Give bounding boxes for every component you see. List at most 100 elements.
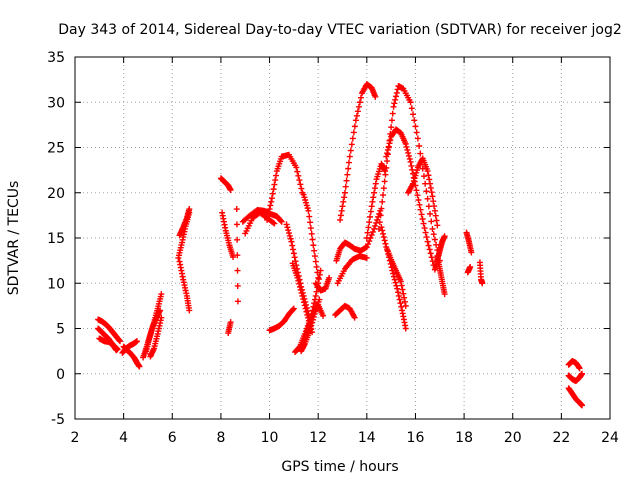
data-point — [351, 123, 358, 130]
data-point — [381, 237, 388, 244]
data-point — [468, 249, 475, 256]
data-point — [313, 263, 320, 270]
data-point — [413, 129, 420, 136]
data-point — [364, 229, 371, 236]
data-point — [371, 189, 378, 196]
data-point — [365, 224, 372, 231]
data-point — [363, 235, 370, 241]
data-point — [407, 158, 414, 165]
data-point — [432, 212, 439, 219]
data-point — [230, 254, 237, 261]
data-point — [342, 183, 349, 190]
x-tick-label: 4 — [119, 430, 128, 446]
data-point — [300, 296, 307, 303]
data-point — [283, 221, 290, 228]
series-arc-31 — [363, 160, 389, 241]
data-point — [373, 219, 380, 226]
data-point — [394, 285, 401, 292]
data-point — [380, 192, 387, 199]
data-point — [349, 135, 356, 142]
data-point — [479, 280, 486, 287]
data-point — [398, 303, 405, 310]
y-tick-label: 5 — [56, 322, 65, 338]
data-point — [382, 240, 389, 247]
data-point — [427, 250, 434, 257]
data-point — [353, 112, 360, 119]
series-arc-44 — [565, 385, 586, 409]
data-point — [377, 212, 384, 219]
series-arc-39 — [463, 229, 475, 256]
data-point — [412, 123, 419, 130]
data-point — [407, 99, 414, 106]
x-tick-label: 8 — [216, 430, 225, 446]
data-point — [423, 234, 430, 241]
data-point — [428, 254, 435, 261]
data-point — [270, 186, 277, 193]
x-tick-label: 2 — [71, 430, 80, 446]
data-point — [268, 198, 275, 205]
data-point — [312, 258, 319, 265]
data-point — [428, 218, 435, 225]
data-point — [425, 203, 432, 210]
data-point — [278, 218, 285, 225]
data-point — [369, 228, 376, 235]
data-point — [395, 292, 402, 299]
data-point — [372, 222, 379, 229]
data-point — [403, 143, 410, 150]
series-arc-38 — [434, 253, 448, 298]
series-arc-24 — [300, 191, 322, 281]
x-axis-label: GPS time / hours — [281, 459, 398, 475]
data-point — [431, 207, 438, 214]
data-point — [390, 270, 397, 277]
data-point — [427, 180, 434, 187]
data-point — [311, 300, 318, 307]
series-arc-18 — [264, 151, 306, 223]
data-point — [367, 208, 374, 215]
grid-lines — [75, 57, 610, 419]
series-arc-20 — [283, 221, 314, 327]
data-point — [227, 187, 234, 194]
data-point — [386, 254, 393, 261]
data-point — [157, 307, 164, 314]
data-point — [395, 289, 402, 296]
data-point — [576, 365, 583, 372]
data-point — [386, 140, 393, 147]
data-point — [383, 164, 390, 171]
data-point — [286, 230, 292, 237]
data-point — [354, 108, 361, 115]
data-point — [422, 229, 429, 236]
data-point — [290, 246, 297, 253]
data-point — [379, 198, 386, 205]
data-point — [116, 338, 123, 345]
data-point — [158, 314, 165, 321]
data-point — [355, 103, 362, 110]
data-point — [385, 143, 392, 150]
x-tick-label: 12 — [309, 430, 327, 446]
data-point — [408, 162, 415, 169]
data-point — [384, 158, 391, 165]
data-point — [186, 206, 193, 213]
data-point — [372, 93, 379, 100]
data-point — [298, 289, 305, 296]
data-point — [368, 203, 375, 210]
data-point — [415, 196, 422, 203]
data-point — [420, 220, 427, 227]
data-point — [295, 277, 302, 284]
data-point — [311, 253, 318, 260]
data-point — [287, 235, 294, 242]
data-point — [269, 190, 276, 197]
data-point — [391, 276, 398, 283]
y-tick-label: 35 — [47, 50, 65, 66]
data-point — [426, 246, 433, 253]
data-point — [380, 185, 387, 192]
data-point — [315, 276, 322, 283]
data-point — [405, 152, 412, 159]
data-point — [233, 206, 240, 213]
x-tick-label: 14 — [358, 430, 376, 446]
data-point — [381, 178, 388, 185]
series-arc-7 — [142, 307, 164, 357]
data-point — [384, 150, 391, 157]
data-point — [320, 312, 327, 319]
series-arc-28 — [333, 207, 384, 264]
